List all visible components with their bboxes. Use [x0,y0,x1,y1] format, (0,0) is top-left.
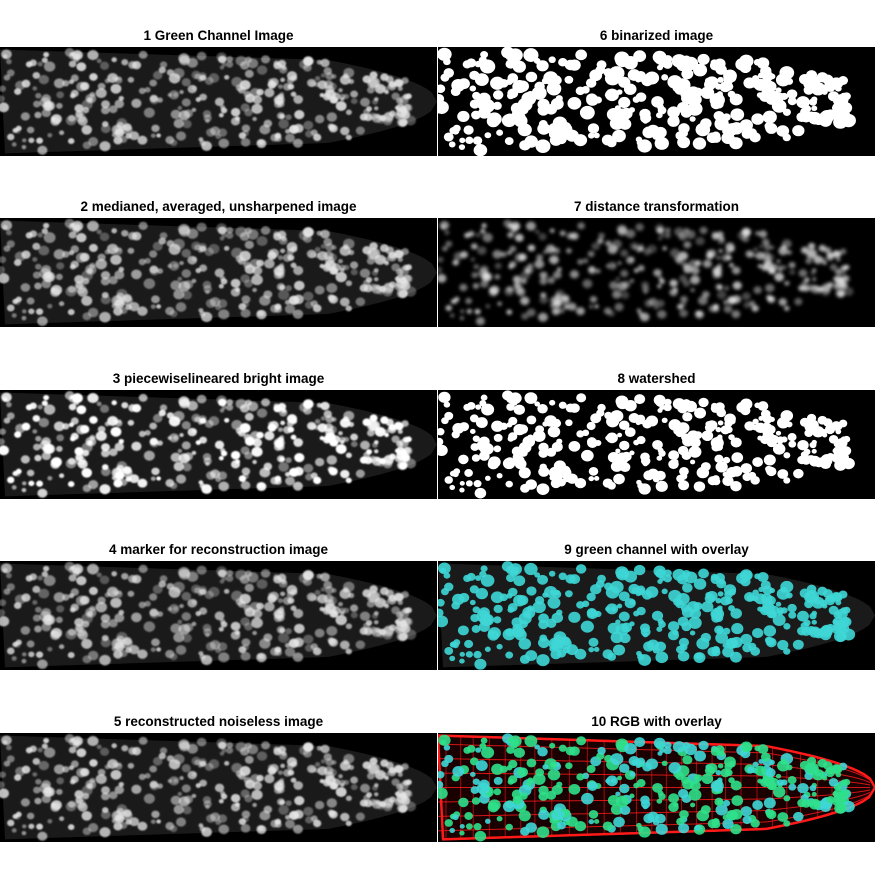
panel-title: 10 RGB with overlay [591,714,722,729]
medianed-image [0,218,437,327]
panel-title: 2 medianed, averaged, unsharpened image [80,199,357,214]
nuclei-layer [438,390,855,499]
micrograph-svg [0,561,437,670]
nuclei-layer [438,47,856,156]
micrograph-svg [438,390,875,499]
nuclei-layer [0,734,417,841]
marker-image [0,561,437,670]
green-overlay-image [438,561,875,670]
rgb-overlay-image [438,733,875,842]
panel-title: 8 watershed [617,371,696,386]
micrograph-svg [0,218,437,327]
nuclei-layer [438,733,855,842]
panel-title: 5 reconstructed noiseless image [113,714,324,729]
panel-title: 9 green channel with overlay [564,542,749,557]
binarized-image [438,47,875,156]
nuclei-layer [0,218,417,326]
panel-title: 7 distance transformation [573,199,740,214]
micrograph-svg [438,218,875,327]
nuclei-layer [0,391,417,498]
panel-title: 4 marker for reconstruction image [108,542,329,557]
watershed-image [438,390,875,499]
nuclei-layer [0,561,417,669]
green-channel-image [0,47,437,156]
reconstructed-image [0,733,437,842]
nuclei-layer [438,219,854,326]
micrograph-svg [438,47,875,156]
distance-transform-image [438,218,875,327]
panel-title: 3 piecewiselineared bright image [112,371,325,386]
micrograph-svg [0,47,437,156]
nuclei-layer [438,561,856,670]
panel-title: 1 Green Channel Image [143,28,294,43]
micrograph-svg [438,561,875,670]
micrograph-svg [0,733,437,842]
micrograph-svg [0,390,437,499]
micrograph-svg [438,733,875,842]
nuclei-layer [0,48,417,155]
bright-image [0,390,437,499]
panel-title: 6 binarized image [599,28,714,43]
